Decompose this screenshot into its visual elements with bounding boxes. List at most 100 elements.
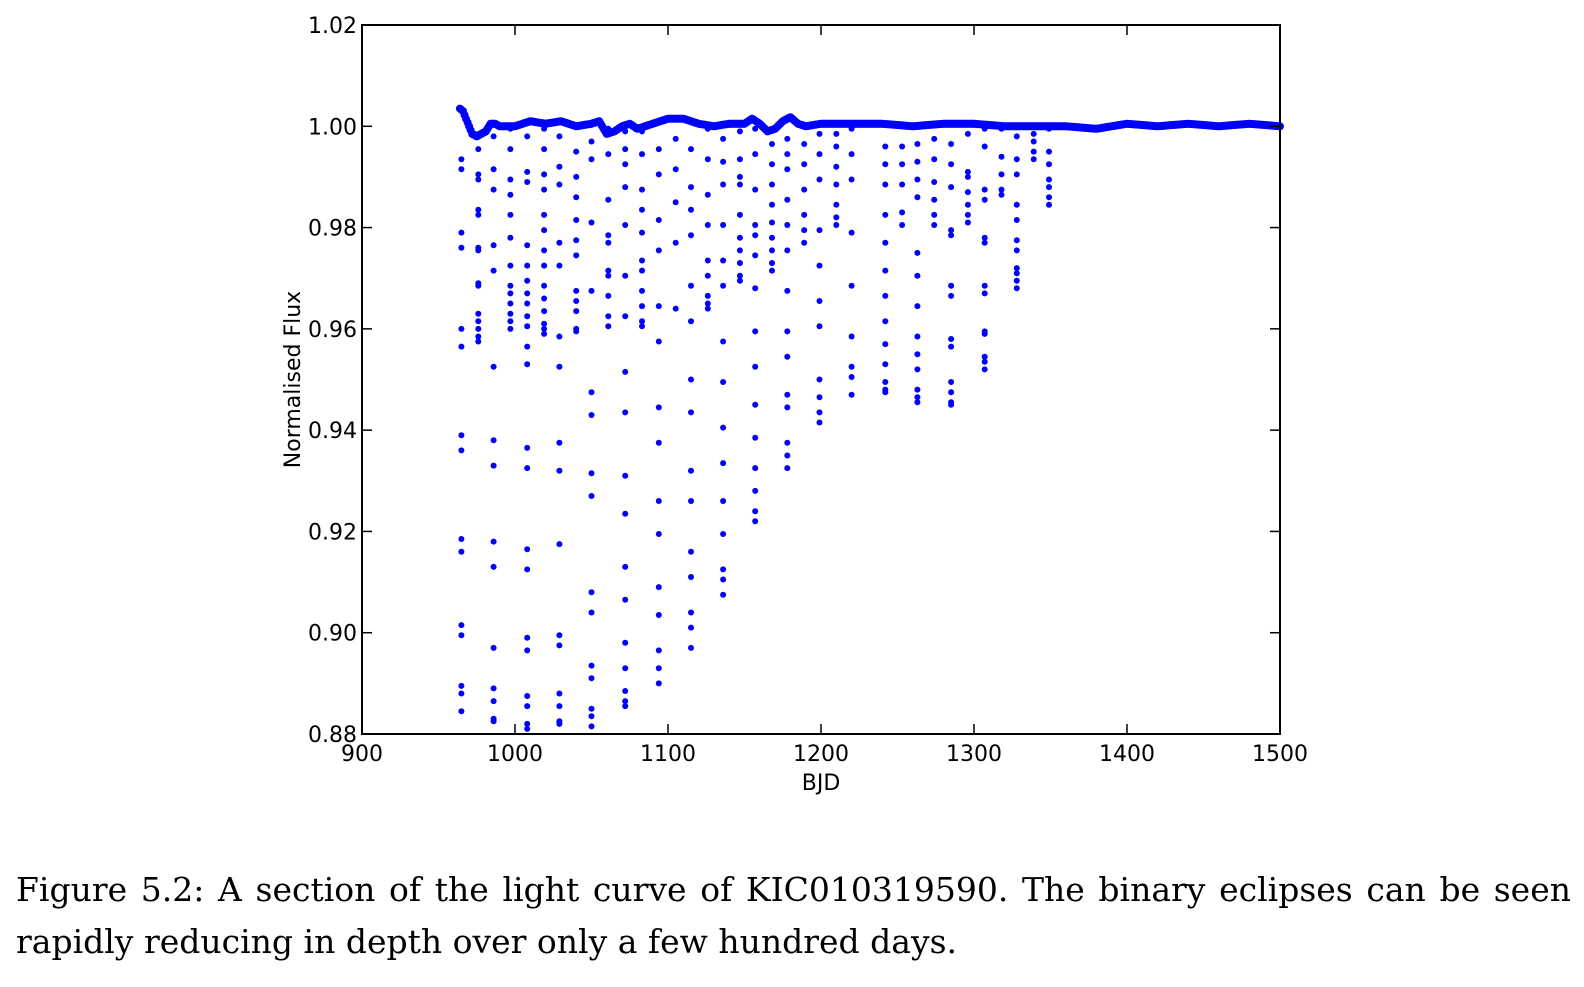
eclipse-point [524,262,531,269]
eclipse-point [931,222,938,228]
eclipse-point [948,184,955,191]
eclipse-point [573,328,580,335]
eclipse-point [948,161,955,168]
eclipse-point [541,125,548,132]
eclipse-point [458,548,465,555]
eclipse-point [622,639,629,646]
eclipse-point [784,135,791,142]
eclipse-point [688,609,694,616]
eclipse-point [655,247,662,254]
eclipse-point [882,181,889,188]
eclipse-point [458,156,465,163]
eclipse-point [458,325,465,332]
eclipse-point [1046,161,1052,168]
eclipse-point [524,634,531,641]
eclipse-point [914,176,921,183]
eclipse-point [752,328,759,335]
eclipse-point [948,343,955,350]
eclipse-point [622,409,629,416]
eclipse-point [573,173,580,180]
eclipse-point [588,675,595,682]
eclipse-point [507,125,514,132]
eclipse-point [639,267,645,274]
eclipse-point [784,404,791,411]
eclipse-point [784,151,791,158]
x-axis-label: BJD [802,771,841,796]
eclipse-point [769,161,775,168]
eclipse-point [490,267,497,274]
eclipse-point [833,163,840,170]
eclipse-point [573,237,580,244]
eclipse-point [816,130,823,137]
eclipse-point [605,232,612,239]
eclipse-point [556,262,563,269]
eclipse-point [833,222,840,228]
eclipse-point [605,313,612,320]
eclipse-point [769,219,775,226]
eclipse-point [704,156,711,163]
eclipse-point [948,292,955,299]
eclipse-point [524,566,531,573]
eclipse-point [801,161,808,168]
eclipse-point [720,591,727,598]
eclipse-point [752,285,759,292]
eclipse-point [848,229,855,236]
eclipse-point [1013,201,1020,208]
eclipse-point [573,252,580,259]
eclipse-point [655,531,662,537]
y-tick-label: 0.96 [308,318,357,343]
eclipse-point [752,401,759,408]
eclipse-point [882,143,889,150]
eclipse-point [720,282,727,289]
eclipse-point [981,196,988,203]
eclipse-point [882,239,889,246]
eclipse-point [736,272,743,279]
x-tick-label: 900 [341,742,383,767]
eclipse-point [816,262,823,269]
eclipse-point [556,439,563,446]
eclipse-point [475,318,482,325]
eclipse-point [899,181,906,188]
eclipse-point [475,171,482,178]
eclipse-point [964,211,971,218]
eclipse-point [672,135,679,142]
eclipse-point [720,460,727,467]
eclipse-point [784,452,791,459]
eclipse-point [507,300,514,307]
eclipse-point [524,703,531,710]
eclipse-point [688,409,694,416]
eclipse-point [914,158,921,165]
eclipse-point [507,191,514,198]
eclipse-point [490,437,497,444]
eclipse-point [784,353,791,360]
eclipse-point [998,171,1005,178]
eclipse-point [720,424,727,431]
eclipse-point [899,222,906,228]
eclipse-point [556,642,563,649]
eclipse-point [1013,217,1020,223]
eclipse-point [622,222,629,228]
eclipse-point [833,130,840,137]
eclipse-point [833,143,840,150]
eclipse-point [914,399,921,406]
eclipse-point [639,323,645,330]
eclipse-point [981,366,988,373]
eclipse-point [588,287,595,294]
figure-caption: Figure 5.2: A section of the light curve… [16,870,1571,961]
eclipse-point [1013,156,1020,163]
eclipse-point [458,708,465,715]
eclipse-point [524,725,531,732]
eclipse-point [524,300,531,307]
eclipse-point [704,305,711,312]
eclipse-point [784,196,791,203]
eclipse-point [848,151,855,158]
eclipse-point [541,330,548,337]
eclipse-point [752,465,759,472]
eclipse-point [688,498,694,504]
eclipse-point [524,277,531,284]
eclipse-point [931,196,938,203]
eclipse-point [1030,138,1037,145]
eclipse-point [475,282,482,289]
eclipse-point [752,151,759,158]
eclipse-point [639,128,645,135]
